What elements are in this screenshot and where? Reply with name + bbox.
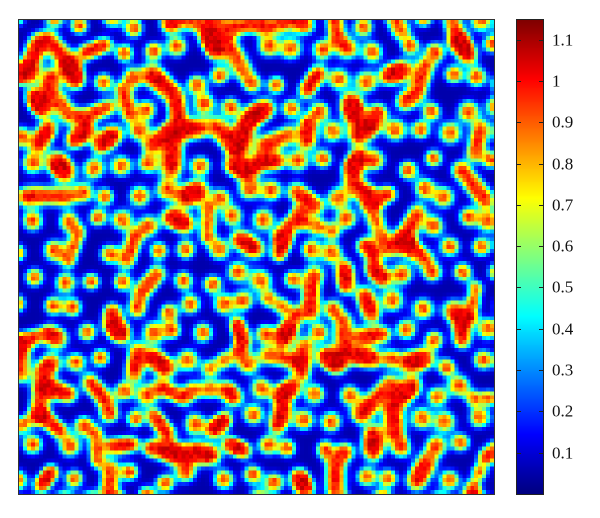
colorbar-tick-label: 0.7 — [552, 195, 574, 215]
colorbar-tick-mark-left — [517, 287, 521, 288]
colorbar-tick-mark-right — [539, 287, 543, 288]
colorbar-tick-mark-right — [539, 246, 543, 247]
colorbar-tick-mark-right — [539, 81, 543, 82]
colorbar-tick-mark-left — [517, 40, 521, 41]
heatmap-plot-area — [18, 19, 495, 495]
colorbar-tick-label: 0.9 — [552, 112, 574, 132]
colorbar-tick-mark-right — [539, 122, 543, 123]
colorbar-tick-mark-right — [539, 40, 543, 41]
colorbar-tick-label: 0.5 — [552, 277, 574, 297]
colorbar-tick-mark-right — [539, 453, 543, 454]
colorbar-tick-mark-right — [539, 329, 543, 330]
colorbar-tick-label: 0.6 — [552, 236, 574, 256]
colorbar-tick-label: 0.8 — [552, 154, 574, 174]
colorbar-tick-mark-left — [517, 246, 521, 247]
colorbar-ticks: 0.1 0.2 0.3 0.4 0.5 0.6 0.7 0.8 0.9 1 1.1 — [516, 19, 600, 495]
colorbar-tick-mark-left — [517, 81, 521, 82]
colorbar-tick-label: 1 — [552, 71, 561, 91]
colorbar-tick-mark-right — [539, 164, 543, 165]
colorbar-tick-label: 0.4 — [552, 319, 574, 339]
colorbar-tick-label: 0.1 — [552, 443, 574, 463]
colorbar-tick-mark-left — [517, 453, 521, 454]
colorbar-tick-mark-left — [517, 164, 521, 165]
colorbar-tick-mark-right — [539, 205, 543, 206]
colorbar-tick-mark-right — [539, 411, 543, 412]
colorbar-tick-mark-right — [539, 370, 543, 371]
heatmap-image — [19, 20, 494, 494]
colorbar-tick-mark-left — [517, 370, 521, 371]
colorbar-tick-mark-left — [517, 122, 521, 123]
colorbar-tick-label: 0.3 — [552, 360, 574, 380]
colorbar-tick-label: 0.2 — [552, 401, 574, 421]
colorbar-tick-mark-left — [517, 411, 521, 412]
colorbar-tick-mark-left — [517, 329, 521, 330]
colorbar-tick-mark-left — [517, 205, 521, 206]
colorbar — [516, 19, 544, 495]
colorbar-tick-label: 1.1 — [552, 30, 574, 50]
